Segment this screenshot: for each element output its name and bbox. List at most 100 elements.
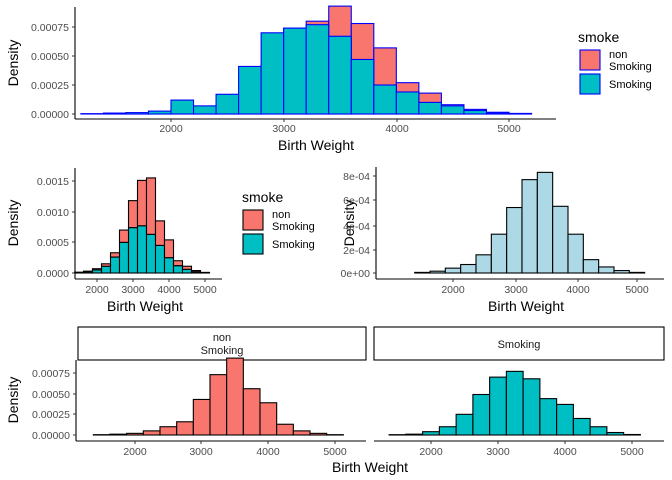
facet-strip-label: Smoking xyxy=(498,339,541,351)
y-tick-label: 0.00050 xyxy=(31,51,69,63)
x-tick-label: 5000 xyxy=(620,446,644,458)
x-tick-label: 2000 xyxy=(123,446,147,458)
legend-label-non-smoking-line1: non xyxy=(272,209,290,221)
x-tick-labels: 2000 3000 4000 5000 xyxy=(441,284,649,296)
legend-title: smoke xyxy=(578,29,619,45)
y-axis-title: Density xyxy=(5,200,21,247)
facet-strip-smoking: Smoking xyxy=(373,326,665,361)
x-tick-label: 5000 xyxy=(625,284,649,296)
y-tick-label: 0.00000 xyxy=(31,109,69,121)
bar-smoking xyxy=(181,268,193,274)
bar-non-smoking xyxy=(172,260,184,267)
bar-smoking xyxy=(505,370,524,436)
y-tick-label: 2e-04 xyxy=(343,245,370,257)
x-tick-label: 2000 xyxy=(419,446,443,458)
bar-non-smoking xyxy=(109,433,128,436)
bar-pooled xyxy=(567,233,584,274)
y-tick-label: 0.00075 xyxy=(31,22,69,34)
bar-pooled xyxy=(521,179,538,274)
bar-non-smoking xyxy=(209,374,228,436)
y-axis-title: Density xyxy=(5,377,21,424)
bar-smoking xyxy=(589,426,608,436)
bar-smoking xyxy=(109,256,121,274)
y-axis-ticks xyxy=(73,372,76,436)
bar-pooled xyxy=(444,267,462,274)
bar-non-smoking xyxy=(242,388,261,436)
y-tick-label: 0.00025 xyxy=(31,80,69,92)
bar-smoking xyxy=(395,91,420,115)
bar-non-smoking xyxy=(126,432,144,436)
bar-pooled xyxy=(475,254,492,274)
y-axis-ticks xyxy=(373,175,376,274)
bar-pooled xyxy=(536,171,554,274)
y-tick-label: 0.0000 xyxy=(37,268,69,280)
facet-strip-non-smoking: non Smoking xyxy=(77,326,367,361)
bar-smoking xyxy=(623,433,641,436)
x-tick-label: 5000 xyxy=(323,446,347,458)
y-axis-ticks xyxy=(72,180,75,274)
y-tick-label: 4e-04 xyxy=(343,221,370,233)
bar-pooled xyxy=(490,233,508,274)
x-tick-label: 3000 xyxy=(486,446,510,458)
y-tick-labels: 0.0000 0.0005 0.0010 0.0015 xyxy=(37,176,69,280)
x-tick-label: 5000 xyxy=(193,284,217,296)
x-tick-label: 4000 xyxy=(385,123,409,135)
y-tick-label: 0.0015 xyxy=(37,176,69,188)
bar-smoking xyxy=(172,265,184,274)
y-tick-label: 8e-04 xyxy=(343,171,370,183)
bar-smoking xyxy=(418,101,442,115)
legend-label-smoking: Smoking xyxy=(609,79,652,91)
x-tick-label: 4000 xyxy=(157,284,181,296)
bar-non-smoking xyxy=(276,423,294,436)
bar-smoking xyxy=(147,110,172,115)
x-axis-ticks xyxy=(96,279,206,282)
x-axis-title: Birth Weight xyxy=(107,298,183,314)
bar-smoking xyxy=(328,35,352,115)
bar-smoking xyxy=(127,227,139,274)
y-axis-ticks xyxy=(72,26,75,115)
bar-smoking xyxy=(163,257,175,274)
y-tick-label: 0e+00 xyxy=(341,268,371,280)
pooled-histogram-panel: 0e+00 2e-04 4e-04 6e-04 8e-04 2000 3000 … xyxy=(341,167,664,314)
y-tick-label: 0.00025 xyxy=(32,409,70,421)
y-tick-label: 0.00050 xyxy=(32,389,70,401)
bar-pooled xyxy=(613,270,630,274)
stacked-histogram-panel: 0.0000 0.0005 0.0010 0.0015 2000 3000 40… xyxy=(5,168,315,314)
bar-smoking xyxy=(606,431,625,436)
x-tick-labels: 2000 3000 4000 5000 xyxy=(85,284,217,296)
bar-smoking xyxy=(238,65,262,115)
bar-smoking xyxy=(485,112,510,115)
legend-label-non-smoking-line2: Smoking xyxy=(609,61,652,73)
y-tick-label: 6e-04 xyxy=(343,195,370,207)
bar-smoking xyxy=(455,413,474,436)
bar-non-smoking xyxy=(163,239,175,259)
x-axis-title: Birth Weight xyxy=(488,298,564,314)
y-tick-labels: 0.00000 0.00025 0.00050 0.00075 xyxy=(31,22,69,121)
x-tick-label: 4000 xyxy=(553,446,577,458)
bar-non-smoking xyxy=(181,265,193,270)
bar-smoking xyxy=(422,431,440,436)
bar-smoking xyxy=(136,225,148,274)
legend-label-non-smoking-line1: non xyxy=(609,49,627,61)
y-tick-label: 0.00000 xyxy=(32,430,70,442)
y-tick-label: 0.00075 xyxy=(32,368,70,380)
legend-key-smoking xyxy=(579,73,601,95)
bar-smoking xyxy=(170,99,195,115)
x-axis-ticks xyxy=(134,441,633,444)
bar-non-smoking xyxy=(91,268,103,271)
bar-pooled xyxy=(598,266,615,274)
bar-non-smoking xyxy=(145,177,157,235)
bar-non-smoking xyxy=(136,179,148,227)
bar-non-smoking xyxy=(118,229,130,243)
bar-smoking xyxy=(438,426,457,436)
bar-smoking xyxy=(373,84,397,115)
x-tick-label: 4000 xyxy=(566,284,590,296)
bar-non-smoking xyxy=(159,426,178,436)
bar-non-smoking xyxy=(82,270,94,273)
bar-non-smoking xyxy=(259,402,278,436)
pooled-histogram-bars xyxy=(414,171,646,274)
bar-non-smoking xyxy=(127,200,139,229)
x-tick-label: 3000 xyxy=(121,284,145,296)
bar-smoking xyxy=(260,32,285,115)
y-tick-label: 0.0005 xyxy=(37,237,69,249)
